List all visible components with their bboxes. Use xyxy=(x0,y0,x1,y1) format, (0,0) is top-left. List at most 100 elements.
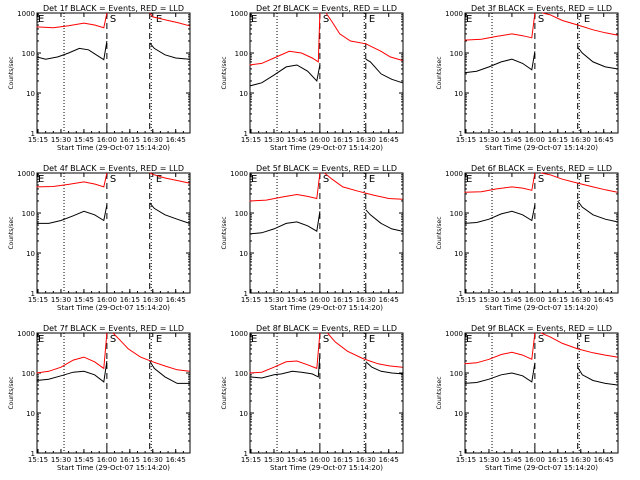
detector-panel: Det 6f BLACK = Events, RED = LLD 1 10 100 10… xyxy=(436,164,619,312)
x-tick-label: 16:00 xyxy=(97,296,117,304)
event-marker-label: E xyxy=(156,14,162,25)
lld-rate-line xyxy=(464,172,536,193)
event-marker-label: E xyxy=(251,14,257,25)
events-rate-line xyxy=(464,51,536,74)
y-tick-label: 1000 xyxy=(17,170,35,178)
x-tick-label: 15:15 xyxy=(28,456,48,464)
event-marker-label: S xyxy=(538,174,544,185)
events-rate-line xyxy=(36,360,108,383)
events-rate-line xyxy=(149,360,190,384)
x-tick-label: 16:00 xyxy=(310,456,330,464)
event-marker-label: S xyxy=(110,14,116,25)
y-tick-label: 1000 xyxy=(445,10,463,18)
events-rate-line xyxy=(149,42,190,60)
detector-panel: Det 3f BLACK = Events, RED = LLD 1 10 100 10… xyxy=(436,4,619,152)
x-tick-label: 15:30 xyxy=(479,136,499,144)
x-tick-label: 16:00 xyxy=(525,136,545,144)
y-axis-label: Counts/sec xyxy=(221,56,228,89)
x-tick-label: 15:45 xyxy=(502,456,522,464)
events-rate-line xyxy=(577,366,618,386)
y-tick-label: 1 xyxy=(459,130,463,138)
x-tick-label: 16:15 xyxy=(548,456,568,464)
x-tick-label: 15:45 xyxy=(502,136,522,144)
event-marker-label: E xyxy=(38,334,44,345)
y-tick-label: 1000 xyxy=(17,330,35,338)
y-axis-label: Counts/sec xyxy=(221,376,228,409)
x-axis-label: Start Time (29-Oct-07 15:14:20) xyxy=(485,144,598,152)
y-axis-label: Counts/sec xyxy=(436,216,443,249)
x-tick-label: 16:00 xyxy=(97,456,117,464)
y-tick-label: 1000 xyxy=(230,170,248,178)
panel-title: Det 5f BLACK = Events, RED = LLD xyxy=(256,164,397,173)
x-tick-label: 16:00 xyxy=(525,296,545,304)
panel-title: Det 9f BLACK = Events, RED = LLD xyxy=(471,324,612,333)
y-tick-label: 100 xyxy=(22,210,35,218)
y-tick-label: 1 xyxy=(244,290,248,298)
x-tick-label: 16:45 xyxy=(594,456,614,464)
event-marker-label: S xyxy=(323,174,329,185)
panel-title: Det 4f BLACK = Events, RED = LLD xyxy=(43,164,184,173)
event-marker-label: E xyxy=(251,334,257,345)
x-tick-label: 16:45 xyxy=(594,136,614,144)
events-rate-line xyxy=(36,204,108,224)
y-tick-label: 10 xyxy=(239,90,248,98)
panel-title: Det 3f BLACK = Events, RED = LLD xyxy=(471,4,612,13)
plot-frame xyxy=(36,332,191,454)
x-tick-label: 15:45 xyxy=(287,456,307,464)
x-tick-label: 15:30 xyxy=(264,296,284,304)
x-tick-label: 16:00 xyxy=(310,136,330,144)
x-tick-label: 16:30 xyxy=(356,296,376,304)
y-tick-label: 1000 xyxy=(445,170,463,178)
lld-rate-line xyxy=(540,172,618,193)
x-tick-label: 16:30 xyxy=(356,136,376,144)
detector-panel: Det 2f BLACK = Events, RED = LLD 1 10 100 10… xyxy=(221,4,404,152)
lld-rate-line xyxy=(36,332,108,374)
x-axis-label: Start Time (29-Oct-07 15:14:20) xyxy=(57,304,170,312)
lld-rate-line xyxy=(324,172,403,200)
event-marker-label: S xyxy=(110,174,116,185)
event-marker-label: E xyxy=(466,174,472,185)
plot-frame xyxy=(464,332,619,454)
x-tick-label: 16:15 xyxy=(548,136,568,144)
y-tick-label: 100 xyxy=(450,370,463,378)
event-marker-label: S xyxy=(538,334,544,345)
x-tick-label: 15:15 xyxy=(241,136,261,144)
lld-rate-line xyxy=(112,332,190,372)
x-tick-label: 16:45 xyxy=(166,296,186,304)
event-marker-label: E xyxy=(369,14,375,25)
panel-title: Det 8f BLACK = Events, RED = LLD xyxy=(256,324,397,333)
x-axis-label: Start Time (29-Oct-07 15:14:20) xyxy=(57,464,170,472)
x-tick-label: 16:45 xyxy=(594,296,614,304)
x-tick-label: 16:15 xyxy=(333,456,353,464)
lld-rate-line xyxy=(542,12,618,36)
detector-panel: Det 9f BLACK = Events, RED = LLD 1 10 100 10… xyxy=(436,324,619,472)
lld-rate-line xyxy=(464,332,536,365)
x-tick-label: 16:15 xyxy=(548,296,568,304)
y-tick-label: 1 xyxy=(31,290,35,298)
plot-frame xyxy=(249,332,404,454)
event-marker-label: E xyxy=(584,14,590,25)
x-tick-label: 16:45 xyxy=(166,456,186,464)
x-tick-label: 15:30 xyxy=(479,296,499,304)
y-tick-label: 1 xyxy=(31,130,35,138)
x-tick-label: 15:15 xyxy=(456,456,476,464)
lld-rate-line xyxy=(249,332,321,374)
y-tick-label: 100 xyxy=(235,210,248,218)
x-tick-label: 16:30 xyxy=(143,456,163,464)
x-tick-label: 15:45 xyxy=(287,296,307,304)
events-rate-line xyxy=(365,58,403,84)
lld-rate-line xyxy=(327,332,403,368)
x-axis-label: Start Time (29-Oct-07 15:14:20) xyxy=(485,464,598,472)
x-tick-label: 15:45 xyxy=(74,136,94,144)
events-rate-line xyxy=(149,202,190,224)
y-axis-label: Counts/sec xyxy=(221,216,228,249)
y-tick-label: 1 xyxy=(244,450,248,458)
event-marker-label: S xyxy=(323,14,329,25)
event-marker-label: E xyxy=(38,14,44,25)
y-tick-label: 1000 xyxy=(230,330,248,338)
x-tick-label: 16:15 xyxy=(120,136,140,144)
y-tick-label: 1000 xyxy=(17,10,35,18)
x-axis-label: Start Time (29-Oct-07 15:14:20) xyxy=(57,144,170,152)
panel-title: Det 1f BLACK = Events, RED = LLD xyxy=(43,4,184,13)
events-rate-line xyxy=(249,353,321,379)
